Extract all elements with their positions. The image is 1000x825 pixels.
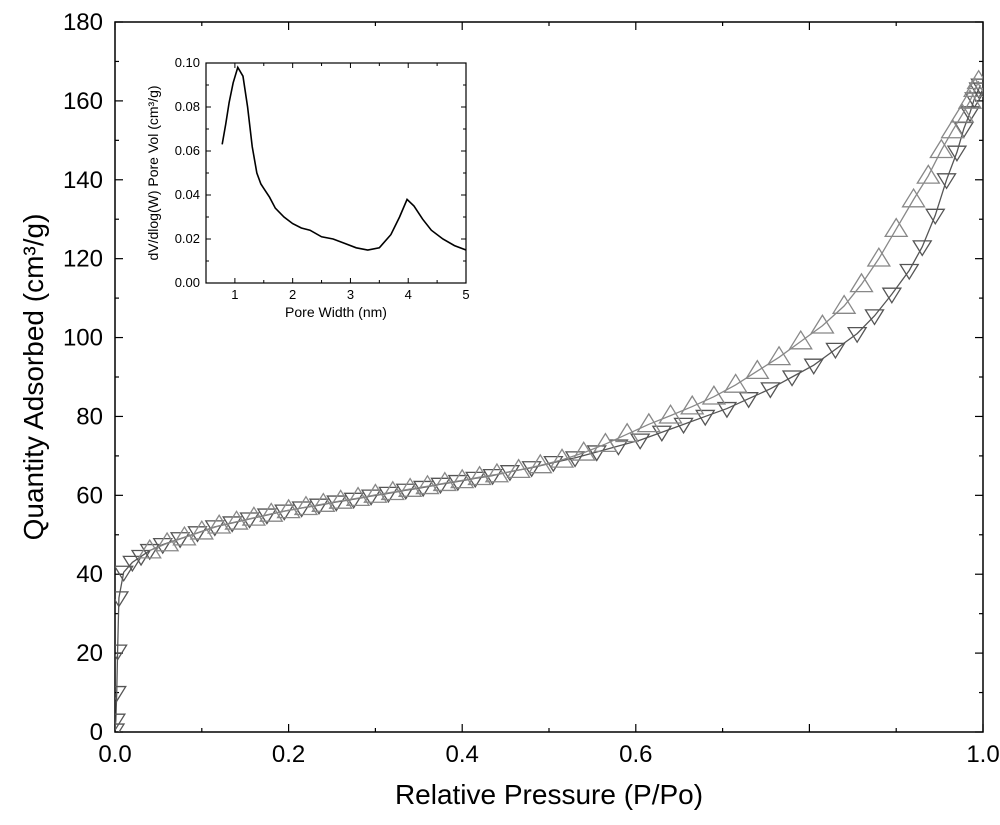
chart-svg: 0.0 0.2 0.4 0.6 1.0 0 20 40 60 80 100 120 140 160 180 R…	[0, 0, 1000, 825]
inset-x-tick-label: 3	[347, 287, 354, 302]
inset-plot-area: 1 2 3 4 5 0.00 0.02 0.04 0.06 0.08 0.10 Pore Width …	[143, 55, 473, 323]
y-tick-label: 100	[63, 325, 103, 352]
x-tick-label: 0.0	[98, 741, 131, 768]
inset-y-tick-label: 0.00	[175, 275, 200, 290]
y-tick-label: 80	[76, 403, 103, 430]
inset-x-tick-label: 5	[462, 287, 469, 302]
y-tick-label: 140	[63, 167, 103, 194]
inset-x-tick-label: 4	[405, 287, 412, 302]
inset-y-tick-label: 0.02	[175, 231, 200, 246]
inset-x-axis-label: Pore Width (nm)	[285, 304, 387, 320]
x-tick-label: 1.0	[966, 741, 999, 768]
y-tick-label: 120	[63, 246, 103, 273]
inset-y-tick-label: 0.08	[175, 99, 200, 114]
y-tick-label: 60	[76, 482, 103, 509]
x-tick-label: 0.4	[446, 741, 479, 768]
inset-y-tick-label: 0.10	[175, 55, 200, 70]
y-tick-label: 180	[63, 9, 103, 36]
y-tick-label: 40	[76, 561, 103, 588]
x-tick-label: 0.6	[619, 741, 652, 768]
y-axis-label: Quantity Adsorbed (cm³/g)	[18, 214, 49, 541]
y-tick-label: 160	[63, 88, 103, 115]
inset-y-axis-label: dV/dlog(W) Pore Vol (cm³/g)	[145, 85, 161, 260]
x-tick-label: 0.2	[272, 741, 305, 768]
inset-x-tick-label: 2	[289, 287, 296, 302]
inset-y-tick-label: 0.06	[175, 143, 200, 158]
x-axis-label: Relative Pressure (P/Po)	[395, 779, 703, 810]
y-tick-label: 20	[76, 640, 103, 667]
inset-y-tick-label: 0.04	[175, 187, 200, 202]
inset-x-tick-label: 1	[231, 287, 238, 302]
chart-root: 0.0 0.2 0.4 0.6 1.0 0 20 40 60 80 100 120 140 160 180 R…	[0, 0, 1000, 825]
y-tick-label: 0	[90, 719, 103, 746]
